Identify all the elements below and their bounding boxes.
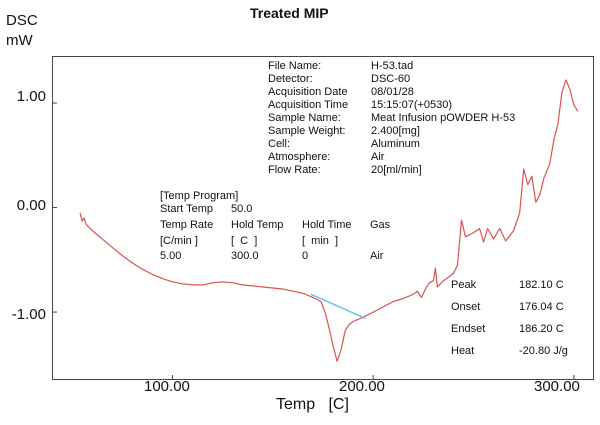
temp-program-cell: Air (370, 250, 384, 262)
info-label: Acquisition Time (268, 99, 349, 111)
dsc-curve-line (79, 79, 579, 362)
info-label: Sample Name: (268, 112, 341, 124)
info-label: Detector: (268, 73, 313, 85)
baseline-line (310, 293, 366, 319)
temp-program-cell: 5.00 (160, 250, 182, 262)
info-value: Aluminum (371, 138, 420, 150)
info-label: Cell: (268, 138, 291, 150)
y-axis-label-line2: mW (6, 32, 33, 49)
start-temp-label: Start Temp (160, 203, 213, 215)
info-value: 15:15:07(+0530) (371, 99, 453, 111)
onset-value: 176.04 C (519, 301, 564, 313)
x-axis-label: Temp [C] (276, 396, 349, 413)
info-value: Meat Infusion pOWDER H-53 (371, 112, 516, 124)
start-temp-value: 50.0 (231, 203, 253, 215)
peak-value: 182.10 C (519, 279, 564, 291)
temp-program-header: Temp Rate (160, 219, 214, 231)
x-tick-label: 300.00 (534, 378, 580, 395)
info-label: Sample Weight: (268, 125, 346, 137)
temp-program-unit: [C/min ] (160, 235, 198, 247)
x-tick-label: 100.00 (144, 378, 190, 395)
plot-area (52, 56, 594, 380)
info-label: Atmosphere: (268, 151, 331, 163)
heat-label: Heat (451, 345, 475, 357)
heat-value: -20.80 J/g (519, 345, 568, 357)
info-value: Air (371, 151, 385, 163)
info-label: Flow Rate: (268, 164, 321, 176)
info-label: File Name: (268, 60, 322, 72)
info-value: 20[ml/min] (371, 164, 422, 176)
temp-program-header: Hold Time (302, 219, 352, 231)
temp-program-cell: 300.0 (231, 250, 259, 262)
temp-program-unit: [ C ] (231, 235, 258, 247)
endset-label: Endset (451, 323, 486, 335)
temp-program-header: Hold Temp (231, 219, 284, 231)
endset-value: 186.20 C (519, 323, 564, 335)
peak-label: Peak (451, 279, 477, 291)
onset-label: Onset (451, 301, 481, 313)
y-tick-label: -1.00 (11, 306, 46, 323)
y-tick-label: 0.00 (16, 197, 46, 214)
info-label: Acquisition Date (268, 86, 348, 98)
temp-program-cell: 0 (302, 250, 309, 262)
y-tick-label: 1.00 (16, 88, 46, 105)
info-value: 2.400[mg] (371, 125, 420, 137)
info-value: 08/01/28 (371, 86, 414, 98)
temp-program-header: Gas (370, 219, 391, 231)
x-tick-label: 200.00 (339, 378, 385, 395)
info-value: H-53.tad (371, 60, 414, 72)
info-value: DSC-60 (371, 73, 411, 85)
temp-program-unit: [ min ] (302, 235, 339, 247)
chart-title: Treated MIP (250, 5, 329, 21)
y-axis-label-line1: DSC (6, 12, 38, 29)
temp-program-heading: [Temp Program] (160, 190, 239, 202)
